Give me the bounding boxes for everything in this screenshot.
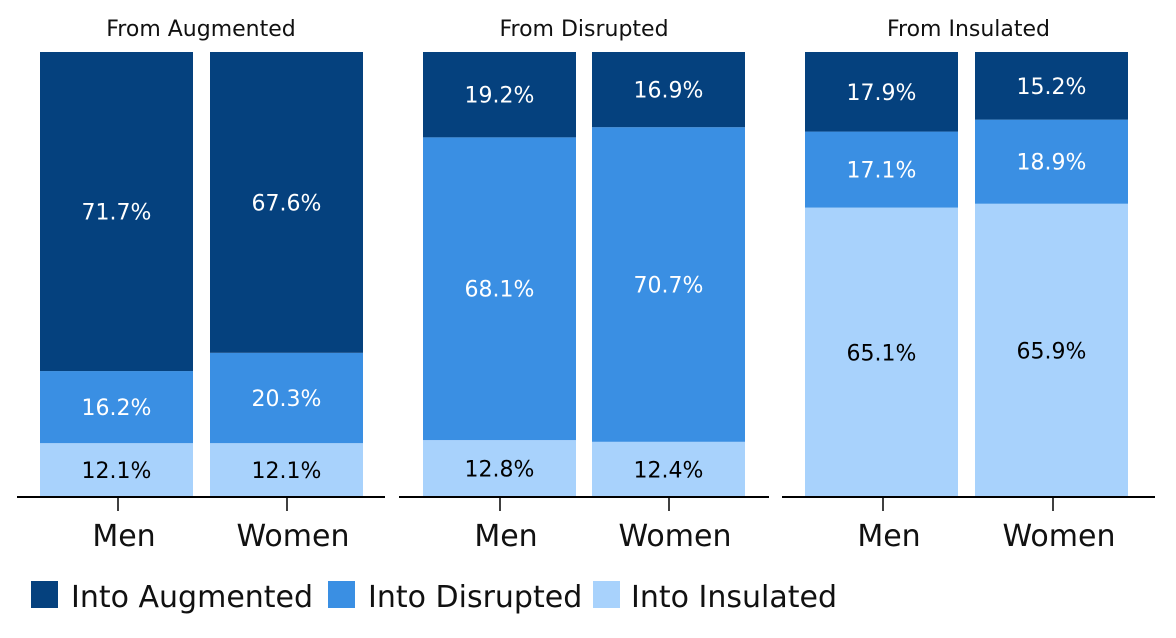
bar-segment-into-disrupted-women bbox=[592, 127, 745, 442]
panel-title-from-augmented: From Augmented bbox=[106, 17, 296, 42]
bar-segment-into-insulated-men bbox=[423, 440, 576, 497]
bar-segment-into-insulated-men bbox=[40, 443, 193, 497]
data-label-into-augmented-women: 16.9% bbox=[634, 79, 704, 104]
legend-label-into-disrupted: Into Disrupted bbox=[368, 580, 582, 615]
bar-segment-into-insulated-women bbox=[210, 443, 363, 497]
legend-swatch-into-insulated bbox=[593, 581, 620, 608]
x-tick-label-men: Men bbox=[857, 519, 920, 554]
bar-segment-into-disrupted-men bbox=[805, 131, 958, 208]
data-label-into-insulated-women: 65.9% bbox=[1017, 339, 1087, 364]
bar-segment-into-disrupted-women bbox=[975, 119, 1128, 204]
data-label-into-augmented-men: 17.9% bbox=[847, 81, 917, 106]
bar-segment-into-augmented-men bbox=[805, 52, 958, 132]
data-label-into-disrupted-men: 68.1% bbox=[465, 278, 535, 303]
x-tick-label-men: Men bbox=[474, 519, 537, 554]
bar-segment-into-insulated-women bbox=[975, 203, 1128, 497]
legend-swatch-into-augmented bbox=[31, 581, 58, 608]
panel-title-from-insulated: From Insulated bbox=[887, 17, 1050, 42]
data-label-into-insulated-men: 12.8% bbox=[465, 458, 535, 483]
bar-segment-into-disrupted-men bbox=[423, 137, 576, 441]
data-label-into-insulated-women: 12.1% bbox=[252, 459, 322, 484]
x-tick-label-women: Women bbox=[1003, 519, 1116, 554]
panel-title-from-disrupted: From Disrupted bbox=[499, 17, 668, 42]
panel-from-disrupted: From Disrupted 12.8% 68.1% 19.2% Men 12.4% 70.… bbox=[399, 17, 769, 554]
bar-segment-into-disrupted-men bbox=[40, 371, 193, 444]
bar-segment-into-insulated-women bbox=[592, 441, 745, 497]
legend-swatch-into-disrupted bbox=[328, 581, 355, 608]
data-label-into-augmented-women: 67.6% bbox=[252, 191, 322, 216]
x-tick-label-women: Women bbox=[619, 519, 732, 554]
panel-from-insulated: From Insulated 65.1% 17.1% 17.9% Men 65.9% 18.… bbox=[782, 17, 1155, 554]
bar-segment-into-augmented-men bbox=[423, 52, 576, 138]
legend-label-into-augmented: Into Augmented bbox=[71, 580, 313, 615]
x-tick-label-men: Men bbox=[92, 519, 155, 554]
legend: Into Augmented Into Disrupted Into Insulat… bbox=[31, 580, 837, 615]
x-tick-label-women: Women bbox=[237, 519, 350, 554]
data-label-into-disrupted-women: 20.3% bbox=[252, 387, 322, 412]
bar-segment-into-augmented-women bbox=[592, 52, 745, 128]
data-label-into-insulated-women: 12.4% bbox=[634, 458, 704, 483]
bar-segment-into-augmented-women bbox=[210, 52, 363, 353]
data-label-into-disrupted-women: 70.7% bbox=[634, 274, 704, 299]
bar-segment-into-augmented-women bbox=[975, 52, 1128, 120]
data-label-into-disrupted-men: 17.1% bbox=[847, 159, 917, 184]
bar-segment-into-disrupted-women bbox=[210, 352, 363, 444]
legend-label-into-insulated: Into Insulated bbox=[631, 580, 837, 615]
data-label-into-insulated-men: 65.1% bbox=[847, 341, 917, 366]
data-label-into-augmented-women: 15.2% bbox=[1017, 75, 1087, 100]
data-label-into-insulated-men: 12.1% bbox=[82, 459, 152, 484]
data-label-into-disrupted-women: 18.9% bbox=[1017, 151, 1087, 176]
panel-from-augmented: From Augmented 12.1% 16.2% 71.7% Men 12.1% 20.… bbox=[17, 17, 385, 554]
data-label-into-augmented-men: 19.2% bbox=[465, 84, 535, 109]
data-label-into-augmented-men: 71.7% bbox=[82, 201, 152, 226]
data-label-into-disrupted-men: 16.2% bbox=[82, 396, 152, 421]
bar-segment-into-augmented-men bbox=[40, 52, 193, 372]
bar-segment-into-insulated-men bbox=[805, 207, 958, 497]
